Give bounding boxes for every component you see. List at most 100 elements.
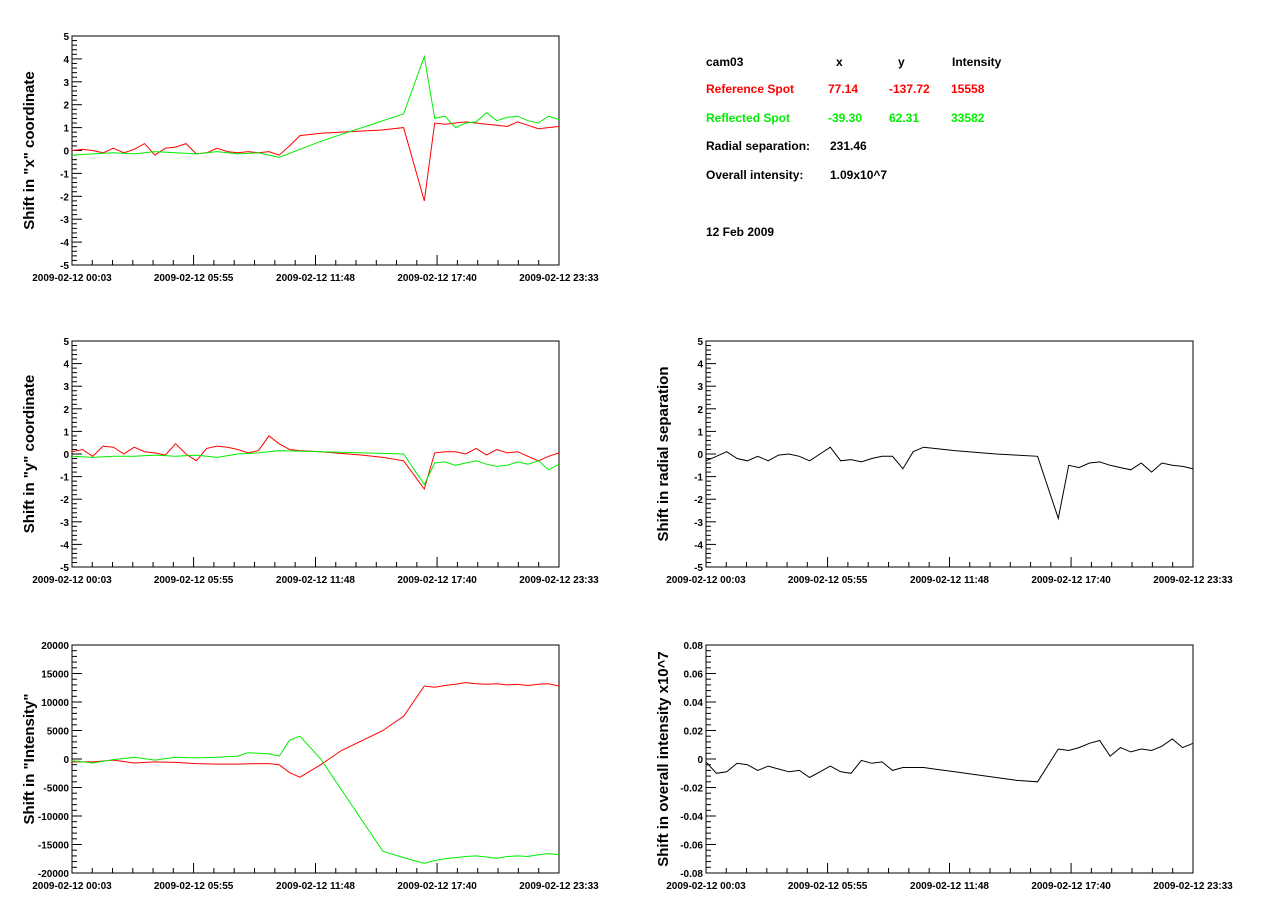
column-y-header: y (898, 55, 905, 69)
radial-shift-chart: -5 -4 -3 -2 -1 0 1 2 3 4 5 2009-02-12 00:03 2009-02-… (655, 337, 1233, 586)
radial-shift-ytick-label: 2 (697, 405, 703, 416)
x-shift-ytick-label: 3 (63, 78, 69, 89)
overall-intensity-shift-ytick-label: 0.06 (684, 670, 704, 681)
y-shift-series-1 (71, 450, 560, 486)
overall-intensity-value: 1.09x10^7 (830, 168, 887, 182)
y-shift-ytick-label: 5 (63, 337, 69, 348)
y-shift-ytick-label: -1 (60, 473, 69, 484)
reference-spot-label: Reference Spot (706, 82, 794, 96)
intensity-shift-ytick-label: 20000 (41, 641, 69, 652)
overall-intensity-shift-ylabel: Shift in overall intensity x10^7 (655, 651, 672, 867)
radial-shift-ytick-label: 5 (697, 337, 703, 348)
y-shift-xtick-label: 2009-02-12 11:48 (276, 575, 355, 586)
overall-intensity-shift-ytick-label: 0.02 (684, 727, 704, 738)
radial-shift-frame (705, 340, 1194, 568)
radial-shift-xtick-label: 2009-02-12 17:40 (1031, 575, 1111, 586)
radial-shift-series-0 (705, 446, 1194, 521)
x-shift-ytick-label: -2 (60, 192, 69, 203)
radial-separation-label: Radial separation: (706, 139, 810, 153)
x-shift-ytick-label: -5 (60, 261, 69, 272)
y-shift-ytick-label: -3 (60, 518, 69, 529)
x-shift-xtick-label: 2009-02-12 05:55 (154, 273, 234, 284)
reference-spot-y: -137.72 (889, 82, 930, 96)
radial-shift-ylabel: Shift in radial separation (655, 366, 672, 541)
intensity-shift-xtick-label: 2009-02-12 00:03 (32, 881, 112, 892)
x-shift-xtick-label: 2009-02-12 17:40 (397, 273, 477, 284)
y-shift-ytick-label: 4 (63, 360, 69, 371)
radial-shift-xtick-label: 2009-02-12 05:55 (788, 575, 868, 586)
intensity-shift-series-1 (71, 735, 560, 864)
y-shift-ytick-label: 3 (63, 382, 69, 393)
x-shift-ytick-label: 2 (63, 101, 69, 112)
overall-intensity-shift-chart: -0.08 -0.06 -0.04 -0.02 0 0.02 0.04 0.06 0.08 200… (655, 641, 1233, 892)
radial-shift-xtick-label: 2009-02-12 23:33 (1153, 575, 1233, 586)
radial-shift-ytick-label: -2 (694, 495, 703, 506)
y-shift-frame (71, 340, 560, 568)
overall-intensity-shift-ytick-label: -0.06 (680, 841, 703, 852)
y-shift-chart: -5 -4 -3 -2 -1 0 1 2 3 4 5 2009-02-12 00:03 2009-02-… (21, 337, 599, 586)
intensity-shift-xtick-label: 2009-02-12 11:48 (276, 881, 355, 892)
radial-shift-ytick-label: -4 (694, 540, 703, 551)
overall-intensity-shift-xtick-label: 2009-02-12 00:03 (666, 881, 746, 892)
overall-intensity-shift-xtick-label: 2009-02-12 11:48 (910, 881, 989, 892)
reference-spot-intensity: 15558 (951, 82, 985, 96)
column-intensity-header: Intensity (952, 55, 1002, 69)
overall-intensity-shift-ytick-label: 0.08 (684, 641, 704, 652)
intensity-shift-series-0 (72, 682, 560, 778)
x-shift-series-1 (71, 54, 560, 158)
reflected-spot-x: -39.30 (828, 111, 862, 125)
y-shift-ytick-label: -5 (60, 563, 69, 574)
overall-intensity-shift-frame (705, 644, 1194, 874)
intensity-shift-xtick-label: 2009-02-12 23:33 (519, 881, 599, 892)
y-shift-ylabel: Shift in "y" coordinate (21, 375, 38, 533)
overall-intensity-shift-ytick-label: 0.04 (684, 698, 704, 709)
intensity-shift-ytick-label: -5000 (43, 784, 69, 795)
radial-shift-ytick-label: 0 (697, 450, 703, 461)
y-shift-ytick-label: -2 (60, 495, 69, 506)
overall-intensity-shift-xtick-label: 2009-02-12 23:33 (1153, 881, 1233, 892)
intensity-shift-ytick-label: -20000 (38, 869, 70, 880)
radial-separation-value: 231.46 (830, 139, 867, 153)
overall-intensity-shift-xtick-label: 2009-02-12 17:40 (1031, 881, 1111, 892)
x-shift-ytick-label: 5 (63, 32, 69, 43)
radial-shift-ytick-label: 1 (697, 427, 703, 438)
reflected-spot-y: 62.31 (889, 111, 919, 125)
intensity-shift-ytick-label: -15000 (38, 841, 70, 852)
overall-intensity-shift-series-0 (705, 738, 1194, 783)
x-shift-frame (71, 35, 560, 266)
radial-shift-ytick-label: 4 (697, 360, 703, 371)
x-shift-chart: -5 -4 -3 -2 -1 0 1 2 3 4 5 2009-02-12 00:03 2009-02-… (21, 32, 599, 284)
y-shift-xtick-label: 2009-02-12 00:03 (32, 575, 112, 586)
intensity-shift-ytick-label: 15000 (41, 670, 69, 681)
info-panel: cam03 x y Intensity Reference Spot 77.14… (706, 55, 1002, 239)
radial-shift-ytick-label: -3 (694, 518, 703, 529)
x-shift-xtick-label: 2009-02-12 00:03 (32, 273, 112, 284)
y-shift-ytick-label: 2 (63, 405, 69, 416)
column-x-header: x (836, 55, 843, 69)
x-shift-series-0 (71, 121, 560, 202)
x-shift-ytick-label: 4 (63, 55, 69, 66)
radial-shift-ytick-label: -5 (694, 563, 703, 574)
charts-group: -5 -4 -3 -2 -1 0 1 2 3 4 5 2009-02-12 00:03 2009-02-… (21, 32, 1233, 892)
overall-intensity-shift-ytick-label: -0.04 (680, 812, 703, 823)
intensity-shift-ytick-label: 10000 (41, 698, 69, 709)
reflected-spot-intensity: 33582 (951, 111, 985, 125)
overall-intensity-shift-ytick-label: -0.02 (680, 784, 703, 795)
intensity-shift-xtick-label: 2009-02-12 05:55 (154, 881, 234, 892)
x-shift-xtick-label: 2009-02-12 11:48 (276, 273, 355, 284)
camera-label: cam03 (706, 55, 744, 69)
overall-intensity-label: Overall intensity: (706, 168, 803, 182)
intensity-shift-ytick-label: 5000 (47, 727, 70, 738)
reference-spot-x: 77.14 (828, 82, 858, 96)
radial-shift-xtick-label: 2009-02-12 00:03 (666, 575, 746, 586)
overall-intensity-shift-ytick-label: 0 (697, 755, 703, 766)
intensity-shift-chart: -20000 -15000 -10000 -5000 0 5000 10000 15000 20… (21, 641, 599, 892)
intensity-shift-xtick-label: 2009-02-12 17:40 (397, 881, 477, 892)
intensity-shift-ytick-label: 0 (63, 755, 69, 766)
y-shift-xtick-label: 2009-02-12 17:40 (397, 575, 477, 586)
x-shift-ytick-label: 1 (63, 124, 69, 135)
x-shift-ytick-label: -1 (60, 169, 69, 180)
radial-shift-ytick-label: 3 (697, 382, 703, 393)
overall-intensity-shift-xtick-label: 2009-02-12 05:55 (788, 881, 868, 892)
